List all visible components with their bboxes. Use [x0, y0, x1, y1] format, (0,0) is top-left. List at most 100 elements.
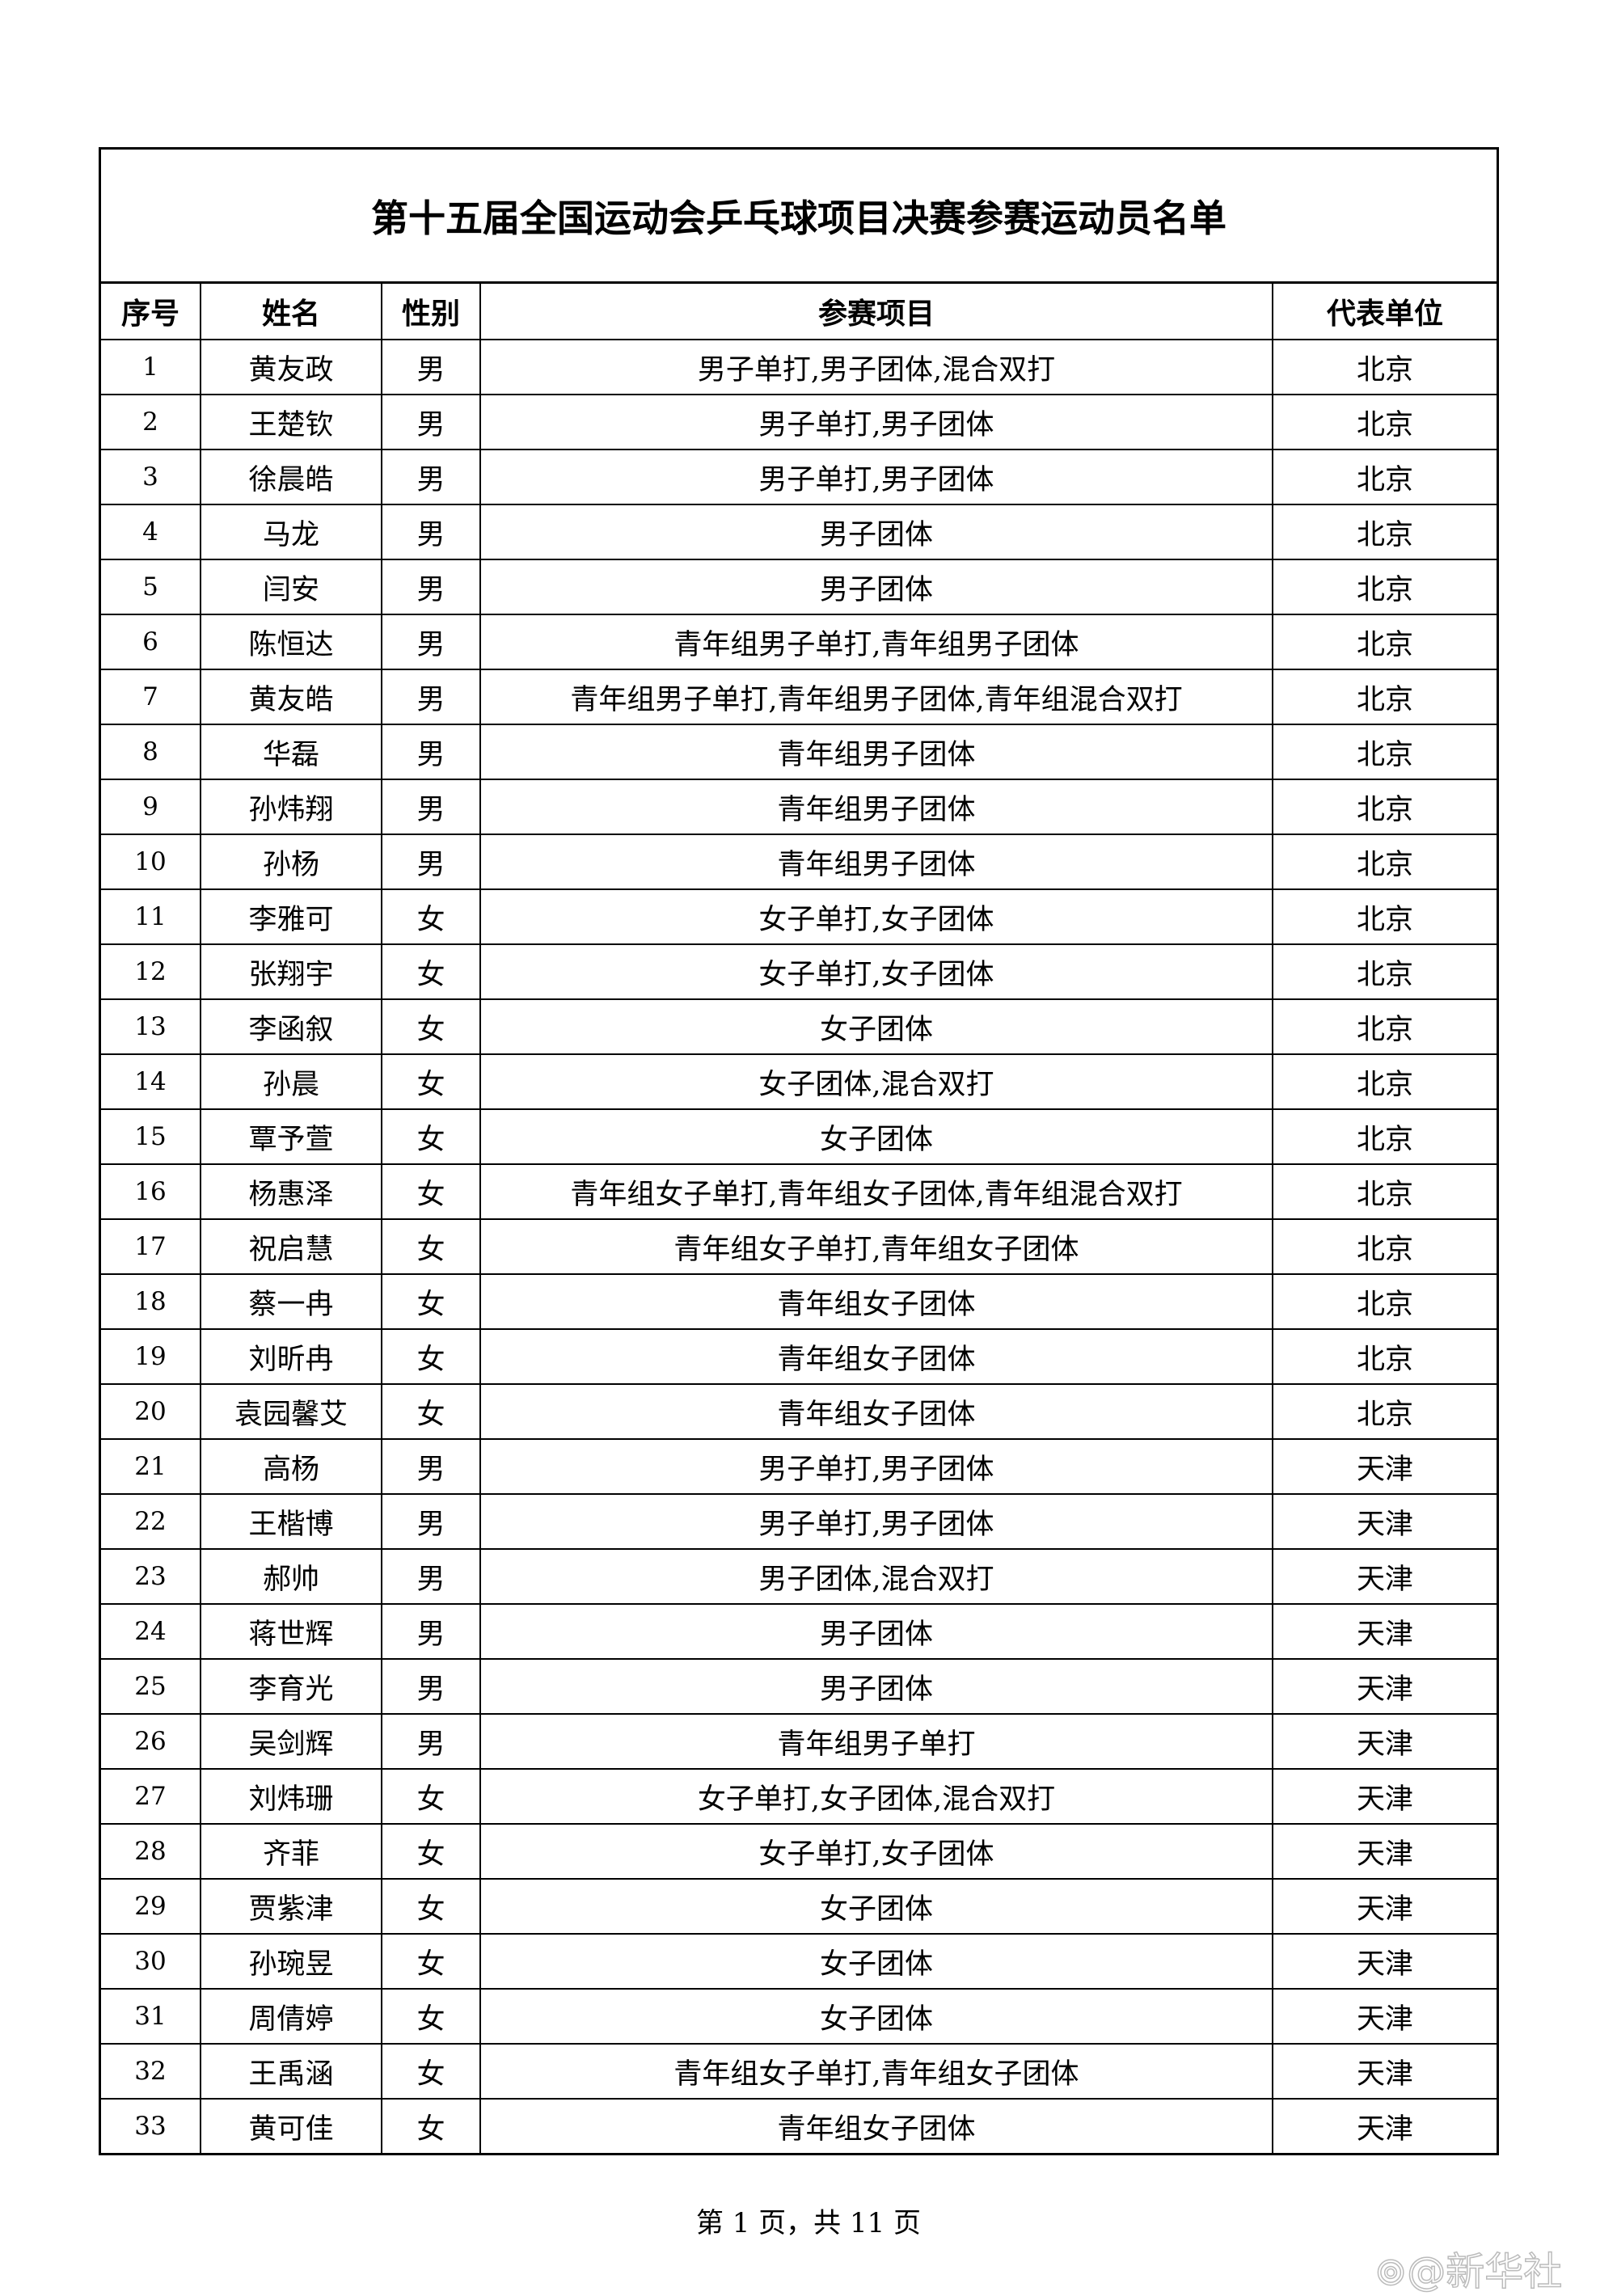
cell-events: 女子团体: [479, 1108, 1273, 1165]
cell-index: 24: [101, 1603, 201, 1660]
cell-team: 天津: [1272, 1823, 1497, 1880]
cell-team: 北京: [1272, 1053, 1497, 1110]
table-row: 32 王禹涵女青年组女子单打,青年组女子团体 天津: [101, 2043, 1497, 2100]
cell-index: 32: [101, 2043, 201, 2100]
cell-index: 3: [101, 449, 201, 505]
cell-team: 北京: [1272, 998, 1497, 1055]
cell-team: 北京: [1272, 1163, 1497, 1220]
cell-gender: 男: [381, 724, 481, 780]
cell-name: 刘昕冉: [200, 1328, 382, 1385]
cell-events: 女子单打,女子团体: [479, 1823, 1273, 1880]
cell-gender: 女: [381, 1988, 481, 2045]
cell-name: 张翔宇: [200, 943, 382, 1000]
cell-team: 天津: [1272, 2098, 1497, 2153]
cell-index: 2: [101, 394, 201, 450]
cell-index: 10: [101, 834, 201, 890]
cell-team: 北京: [1272, 1218, 1497, 1275]
cell-gender: 女: [381, 1878, 481, 1935]
cell-team: 北京: [1272, 834, 1497, 890]
watermark-text: @新华社: [1406, 2248, 1563, 2295]
cell-gender: 女: [381, 943, 481, 1000]
table-row: 21 高杨男男子单打,男子团体 天津: [101, 1438, 1497, 1495]
table-row: 30 孙琬昱女女子团体 天津: [101, 1933, 1497, 1990]
table-row: 6 陈恒达男青年组男子单打,青年组男子团体 北京: [101, 614, 1497, 670]
table-row: 13 李函叙女女子团体 北京: [101, 998, 1497, 1055]
page-footer: 第 1 页，共 11 页: [695, 2207, 922, 2239]
cell-name: 祝启慧: [200, 1218, 382, 1275]
table-row: 10 孙杨男青年组男子团体 北京: [101, 834, 1497, 890]
cell-name: 徐晨皓: [200, 449, 382, 505]
cell-gender: 男: [381, 1603, 481, 1660]
cell-team: 天津: [1272, 1603, 1497, 1660]
cell-events: 男子团体,混合双打: [479, 1548, 1273, 1605]
table-row: 18 蔡一冉女青年组女子团体 北京: [101, 1273, 1497, 1330]
table-row: 28 齐菲女女子单打,女子团体 天津: [101, 1823, 1497, 1880]
table-row: 4 马龙男男子团体 北京: [101, 504, 1497, 560]
cell-index: 17: [101, 1218, 201, 1275]
cell-index: 16: [101, 1163, 201, 1220]
cell-gender: 男: [381, 1493, 481, 1550]
cell-name: 王禹涵: [200, 2043, 382, 2100]
table-row: 24 蒋世辉男男子团体 天津: [101, 1603, 1497, 1660]
cell-events: 青年组女子团体: [479, 2098, 1273, 2153]
cell-gender: 女: [381, 1053, 481, 1110]
table-row: 2 王楚钦男男子单打,男子团体 北京: [101, 394, 1497, 450]
table-row: 5 闫安男男子团体 北京: [101, 559, 1497, 615]
cell-team: 北京: [1272, 1383, 1497, 1440]
cell-index: 1: [101, 339, 201, 395]
cell-gender: 男: [381, 559, 481, 615]
cell-name: 华磊: [200, 724, 382, 780]
cell-gender: 女: [381, 1383, 481, 1440]
cell-gender: 男: [381, 779, 481, 835]
cell-gender: 女: [381, 2043, 481, 2100]
cell-events: 男子单打,男子团体,混合双打: [479, 339, 1273, 395]
cell-events: 青年组女子单打,青年组女子团体,青年组混合双打: [479, 1163, 1273, 1220]
table-row: 1 黄友政男男子单打,男子团体,混合双打 北京: [101, 339, 1497, 395]
cell-name: 李函叙: [200, 998, 382, 1055]
cell-team: 北京: [1272, 724, 1497, 780]
cell-team: 天津: [1272, 1493, 1497, 1550]
cell-team: 北京: [1272, 394, 1497, 450]
cell-name: 马龙: [200, 504, 382, 560]
cell-name: 黄可佳: [200, 2098, 382, 2153]
cell-team: 天津: [1272, 1988, 1497, 2045]
table-row: 14 孙晨女女子团体,混合双打 北京: [101, 1053, 1497, 1110]
cell-gender: 女: [381, 2098, 481, 2153]
header-team: 代表单位: [1272, 284, 1497, 340]
cell-name: 贾紫津: [200, 1878, 382, 1935]
cell-name: 高杨: [200, 1438, 382, 1495]
cell-name: 吴剑辉: [200, 1713, 382, 1770]
header-row: 序号 姓名 性别 参赛项目 代表单位: [101, 284, 1497, 340]
cell-events: 青年组男子单打,青年组男子团体,青年组混合双打: [479, 669, 1273, 725]
cell-gender: 男: [381, 834, 481, 890]
cell-name: 李雅可: [200, 888, 382, 945]
table-body: 1 黄友政男男子单打,男子团体,混合双打 北京 2 王楚钦男男子单打,男子团体 北京 3 徐晨…: [101, 339, 1497, 2153]
table-row: 19 刘昕冉女青年组女子团体 北京: [101, 1328, 1497, 1385]
cell-index: 23: [101, 1548, 201, 1605]
cell-events: 男子单打,男子团体: [479, 1493, 1273, 1550]
cell-team: 北京: [1272, 614, 1497, 670]
cell-index: 6: [101, 614, 201, 670]
cell-events: 青年组男子团体: [479, 834, 1273, 890]
cell-events: 女子团体: [479, 1933, 1273, 1990]
cell-team: 北京: [1272, 669, 1497, 725]
cell-gender: 男: [381, 1658, 481, 1715]
header-events: 参赛项目: [479, 284, 1273, 340]
table-row: 31 周倩婷女女子团体 天津: [101, 1988, 1497, 2045]
cell-gender: 女: [381, 888, 481, 945]
cell-index: 25: [101, 1658, 201, 1715]
cell-team: 天津: [1272, 2043, 1497, 2100]
cell-name: 王楚钦: [200, 394, 382, 450]
table-row: 20 袁园馨艾女青年组女子团体 北京: [101, 1383, 1497, 1440]
cell-team: 天津: [1272, 1933, 1497, 1990]
cell-events: 男子团体: [479, 504, 1273, 560]
table-row: 7 黄友皓男青年组男子单打,青年组男子团体,青年组混合双打 北京: [101, 669, 1497, 725]
cell-name: 周倩婷: [200, 1988, 382, 2045]
cell-events: 女子单打,女子团体: [479, 888, 1273, 945]
cell-team: 北京: [1272, 1328, 1497, 1385]
cell-events: 男子单打,男子团体: [479, 394, 1273, 450]
cell-gender: 女: [381, 1273, 481, 1330]
table-row: 3 徐晨皓男男子单打,男子团体 北京: [101, 449, 1497, 505]
cell-events: 女子单打,女子团体: [479, 943, 1273, 1000]
cell-gender: 女: [381, 1933, 481, 1990]
